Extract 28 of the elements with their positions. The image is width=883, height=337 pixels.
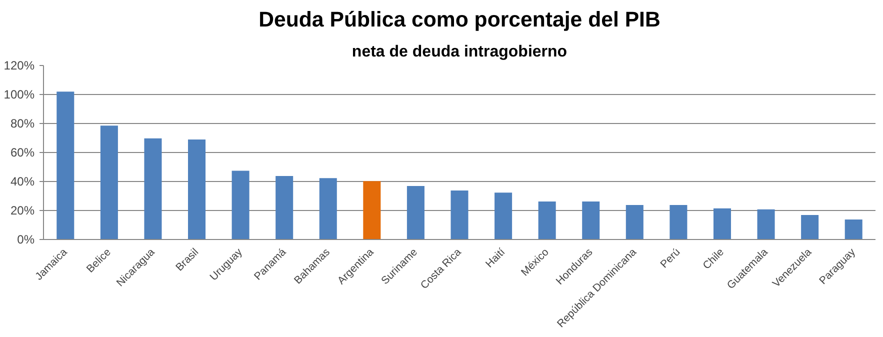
bar: [406, 186, 424, 240]
bar: [757, 209, 775, 240]
y-tick-label: 60%: [10, 146, 35, 160]
bar: [670, 204, 688, 240]
chart-title: Deuda Pública como porcentaje del PIB: [258, 8, 660, 32]
bar: [319, 178, 337, 240]
bar: [276, 176, 294, 240]
bar: [100, 126, 118, 240]
y-tick-label: 40%: [10, 174, 35, 188]
bar: [144, 138, 162, 240]
bar: [450, 190, 468, 240]
y-tick-label: 0%: [17, 232, 35, 246]
bar: [626, 204, 644, 240]
bar: [232, 170, 250, 240]
bar: [713, 208, 731, 240]
bar: [538, 202, 556, 240]
bar: [582, 202, 600, 240]
y-tick-label: 100%: [4, 88, 35, 102]
chart-subtitle: neta de deuda intragobierno: [352, 44, 568, 60]
y-tick-label: 80%: [10, 116, 35, 130]
bar: [363, 181, 381, 240]
bar: [844, 219, 862, 240]
y-tick-label: 120%: [4, 58, 35, 72]
y-tick-label: 20%: [10, 204, 35, 218]
bar: [56, 92, 74, 240]
bar: [801, 214, 819, 240]
bar: [188, 139, 206, 240]
bar: [494, 192, 512, 240]
